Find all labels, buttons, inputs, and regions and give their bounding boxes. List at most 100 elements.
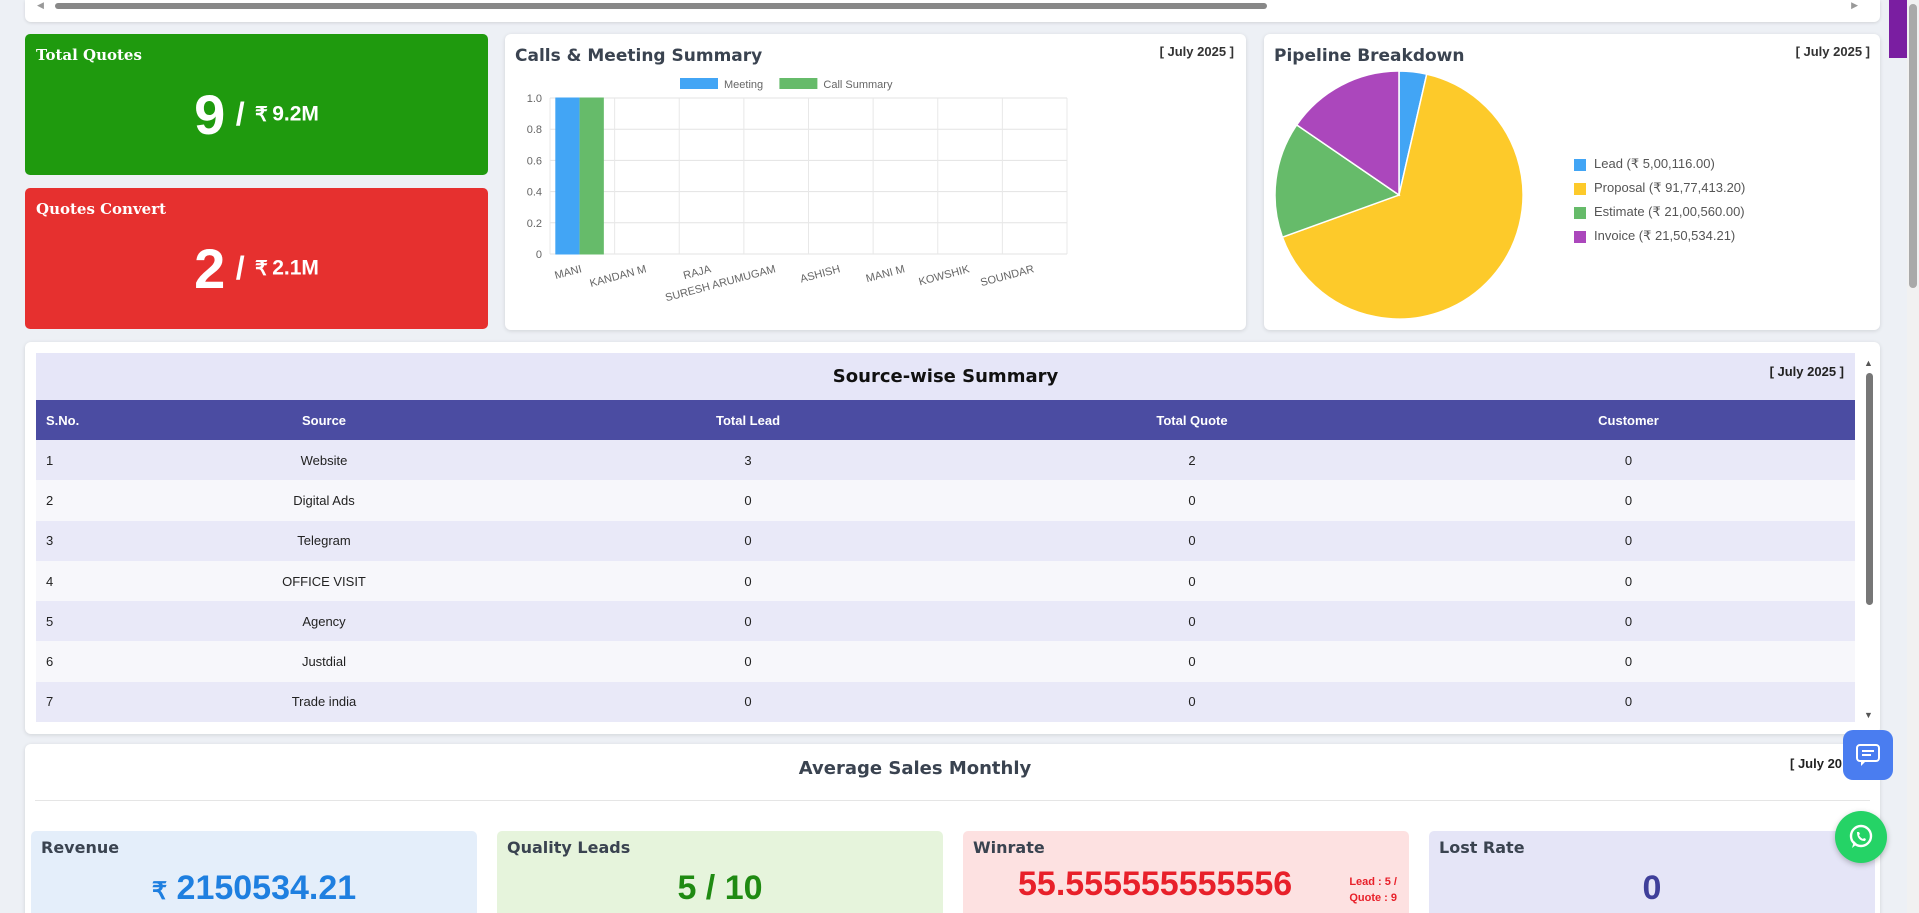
pie-slice [1274, 123, 1401, 239]
cell-sno: 6 [46, 654, 54, 670]
calls-meeting-title: Calls & Meeting Summary [515, 46, 763, 66]
table-row: 1 Website 3 2 0 [36, 440, 1855, 481]
x-tick-label: ASHISH [799, 263, 842, 285]
table-row: 7 Trade india 0 0 0 [36, 681, 1855, 723]
cell-customer: 0 [1624, 492, 1633, 508]
quotes-convert-count: 2 [194, 237, 226, 300]
legend-item[interactable]: Estimate (₹ 21,00,560.00) [1574, 200, 1745, 224]
table-row: 6 Justdial 0 0 0 [36, 641, 1855, 682]
table-row: 2 Digital Ads 0 0 0 [36, 480, 1855, 521]
quality-leads-value: 5 / 10 [677, 869, 763, 907]
chat-icon [1856, 744, 1880, 766]
rupee-icon: ₹ [255, 104, 268, 126]
page-vertical-scrollbar[interactable] [1907, 0, 1919, 913]
side-tab[interactable] [1889, 0, 1907, 58]
cell-source: Justdial [301, 654, 347, 670]
legend-label: Lead (₹ 5,00,116.00) [1594, 156, 1715, 171]
calls-meeting-date: [ July 2025 ] [1159, 44, 1234, 59]
table-vertical-scrollbar[interactable]: ▲ ▼ [1864, 358, 1874, 720]
cell-sno: 2 [46, 492, 54, 508]
y-tick-label: 0.6 [527, 155, 542, 167]
winrate-tile: Winrate 55.555555555556 Lead : 5 / Quote… [963, 831, 1409, 913]
revenue-tile: Revenue ₹ 2150534.21 [31, 831, 477, 913]
cell-customer: 0 [1624, 694, 1633, 710]
page-scrollbar-thumb[interactable] [1909, 4, 1917, 288]
revenue-value: 2150534.21 [176, 869, 357, 907]
legend-label: Estimate (₹ 21,00,560.00) [1594, 204, 1745, 219]
legend-item[interactable]: Lead (₹ 5,00,116.00) [1574, 152, 1745, 176]
rupee-icon: ₹ [151, 878, 168, 905]
rupee-icon: ₹ [255, 258, 268, 280]
total-quotes-amount: 9.2M [272, 102, 319, 126]
y-tick-label: 0.4 [527, 187, 542, 199]
cell-total-lead: 0 [744, 613, 752, 629]
x-tick-label: RAJA [682, 263, 713, 282]
winrate-value: 55.555555555556 [1018, 865, 1293, 903]
whatsapp-button[interactable] [1835, 811, 1887, 863]
col-total-quote: Total Quote [1156, 412, 1228, 428]
legend-swatch [1574, 158, 1586, 171]
cell-customer: 0 [1624, 452, 1633, 468]
x-tick-label: MANI [553, 263, 583, 282]
cell-total-lead: 0 [744, 573, 752, 589]
legend-swatch [1574, 182, 1586, 195]
legend-item[interactable]: Invoice (₹ 21,50,534.21) [1574, 224, 1745, 248]
legend-swatch [779, 78, 818, 89]
source-summary-card: Source-wise Summary [ July 2025 ] S.No. … [25, 342, 1880, 734]
top-strip: ◀ ▶ [25, 0, 1880, 22]
table-scrollbar-thumb[interactable] [1866, 373, 1873, 605]
scroll-down-arrow[interactable]: ▼ [1864, 710, 1873, 720]
scroll-up-arrow[interactable]: ▲ [1864, 358, 1873, 368]
x-tick-label: KOWSHIK [918, 263, 972, 288]
legend-swatch [1574, 206, 1586, 219]
lost-rate-label: Lost Rate [1439, 838, 1525, 857]
legend-item[interactable]: Proposal (₹ 91,77,413.20) [1574, 176, 1745, 200]
x-tick-label: MANI M [865, 263, 906, 285]
x-tick-label: SOUNDAR [979, 263, 1035, 289]
average-sales-date: [ July 20 [1790, 756, 1843, 771]
cell-sno: 5 [46, 613, 54, 629]
cell-total-quote: 0 [1188, 654, 1196, 670]
average-sales-title: Average Sales Monthly [798, 758, 1032, 779]
legend-label: Proposal (₹ 91,77,413.20) [1594, 180, 1746, 195]
y-tick-label: 0.8 [527, 124, 542, 136]
source-summary-title: Source-wise Summary [832, 366, 1059, 387]
winrate-note: Lead : 5 / Quote : 9 [1349, 874, 1397, 906]
revenue-label: Revenue [41, 838, 120, 857]
winrate-quote-note: Quote : 9 [1349, 892, 1397, 904]
pipeline-date: [ July 2025 ] [1795, 44, 1870, 59]
winrate-lead-note: Lead : 5 / [1349, 876, 1397, 888]
col-total-lead: Total Lead [715, 412, 781, 428]
scroll-right-arrow[interactable]: ▶ [1851, 0, 1858, 10]
lost-rate-value: 0 [1642, 869, 1662, 907]
cell-total-quote: 0 [1188, 533, 1196, 549]
x-tick-label: KANDAN M [589, 263, 648, 290]
legend-label: Call Summary [823, 79, 893, 91]
horizontal-scrollbar-thumb[interactable] [55, 3, 1267, 9]
legend-label: Invoice (₹ 21,50,534.21) [1594, 228, 1736, 243]
pipeline-pie-chart [1274, 70, 1524, 320]
y-tick-label: 0 [536, 249, 542, 261]
cell-sno: 7 [46, 694, 54, 710]
divider [35, 800, 1870, 801]
quotes-convert-label: Quotes Convert [36, 200, 167, 218]
scroll-left-arrow[interactable]: ◀ [37, 0, 44, 10]
legend-swatch [680, 78, 718, 89]
total-quotes-card: Total Quotes 9 / ₹ 9.2M [25, 34, 488, 175]
pie-slice [1295, 70, 1400, 197]
calls-meeting-card: Calls & Meeting Summary [ July 2025 ] 0 0… [505, 34, 1246, 330]
source-summary-scroll-area[interactable]: Source-wise Summary [ July 2025 ] S.No. … [36, 353, 1855, 724]
cell-source: OFFICE VISIT [282, 573, 366, 589]
quotes-convert-amount: 2.1M [272, 256, 319, 280]
chat-button[interactable] [1843, 730, 1893, 780]
y-tick-label: 0.2 [527, 218, 542, 230]
quotes-convert-card: Quotes Convert 2 / ₹ 2.1M [25, 188, 488, 329]
cell-source: Agency [302, 613, 346, 629]
x-tick-label: SURESH ARUMUGAM [664, 263, 777, 304]
cell-customer: 0 [1624, 533, 1633, 549]
col-source: Source [301, 412, 347, 428]
table-row: 5 Agency 0 0 0 [36, 601, 1855, 642]
cell-total-lead: 3 [744, 452, 752, 468]
pipeline-legend: Lead (₹ 5,00,116.00) Proposal (₹ 91,77,41… [1574, 152, 1745, 248]
